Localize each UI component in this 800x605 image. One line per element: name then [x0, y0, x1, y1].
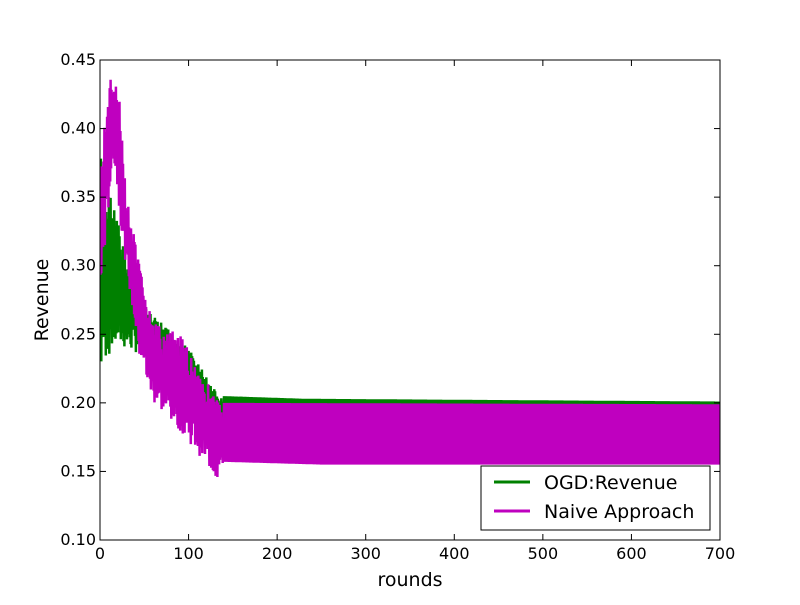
series-layer: [100, 79, 720, 478]
y-tick-label: 0.30: [60, 256, 96, 275]
y-tick-label: 0.20: [60, 393, 96, 412]
x-tick-label: 600: [616, 544, 647, 563]
y-tick-label: 0.10: [60, 530, 96, 549]
y-tick-label: 0.15: [60, 461, 96, 480]
y-tick-label: 0.35: [60, 187, 96, 206]
legend-label-naive: Naive Approach: [544, 501, 694, 523]
y-tick-label: 0.45: [60, 50, 96, 69]
ticks-layer: 0 100 200 300 400 500 600 700 0.10 0.15 0.20 0.25 0.…: [60, 50, 735, 563]
y-axis-label: Revenue: [31, 259, 53, 342]
x-tick-label: 0: [95, 544, 105, 563]
legend-label-ogd: OGD:Revenue: [544, 472, 677, 494]
y-tick-label: 0.25: [60, 324, 96, 343]
series-line-naive-approach: [100, 79, 720, 478]
x-tick-label: 400: [439, 544, 470, 563]
legend-box: [480, 465, 711, 531]
x-tick-label: 700: [705, 544, 736, 563]
x-tick-label: 100: [173, 544, 204, 563]
x-tick-label: 300: [350, 544, 381, 563]
x-tick-label: 500: [528, 544, 559, 563]
plot-frame: [99, 59, 721, 541]
x-axis-label: rounds: [377, 569, 442, 591]
x-tick-label: 200: [262, 544, 293, 563]
legend: OGD:Revenue Naive Approach: [480, 465, 711, 531]
y-tick-label: 0.40: [60, 119, 96, 138]
